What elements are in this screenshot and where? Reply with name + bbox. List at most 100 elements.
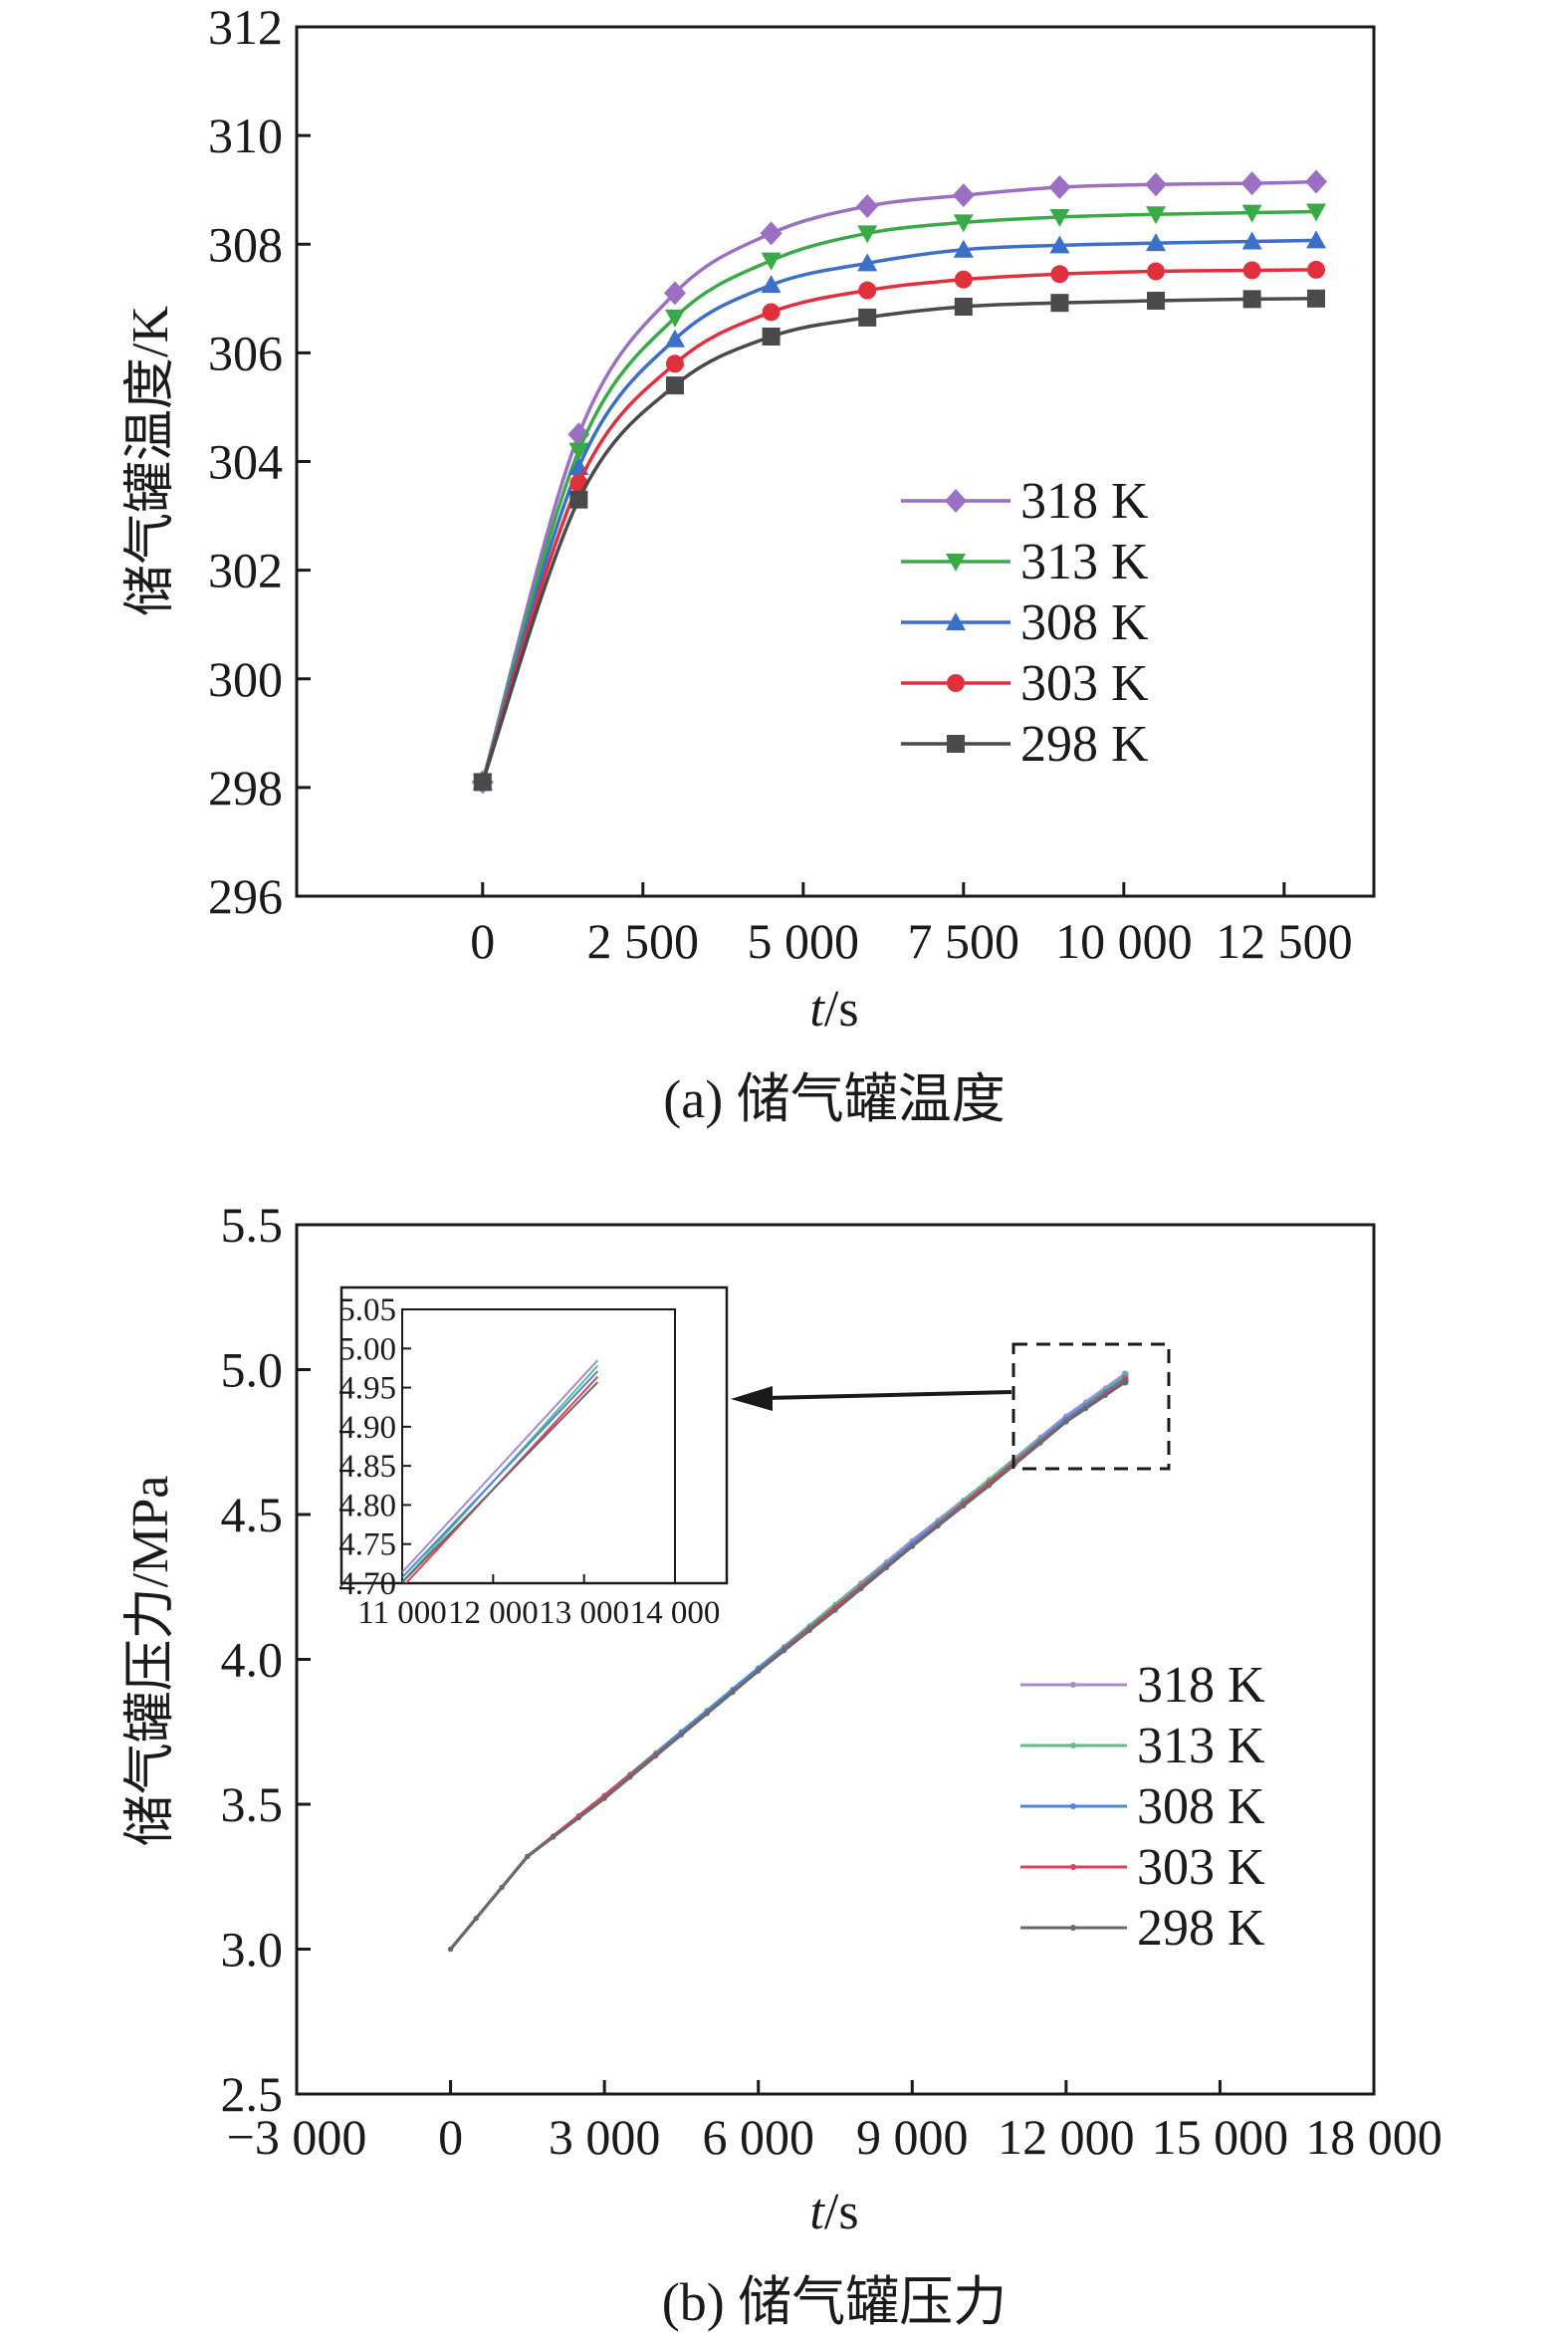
inset-y-tick-label: 5.00 <box>338 1331 396 1367</box>
chart-a-data-point <box>1146 233 1167 252</box>
chart-a-y-tick-label: 300 <box>208 651 283 707</box>
chart-a-legend-label: 318 K <box>1020 473 1149 530</box>
chart-a-data-point <box>665 354 684 373</box>
chart-a-data-point <box>1050 294 1069 313</box>
chart-a-series-line <box>481 238 1317 783</box>
chart-a-ticks: 0 2 500 5 000 7 500 10 000 12 500 296 298 300 302… <box>208 0 1353 969</box>
chart-b-data-point <box>883 1564 890 1570</box>
chart-a-data-point <box>761 252 782 271</box>
chart-b-x-axis-var: t <box>809 2184 825 2240</box>
inset-series-line <box>402 1381 599 1583</box>
chart-a-data-point <box>1305 169 1328 194</box>
chart-b-y-tick-label: 5.0 <box>221 1342 284 1398</box>
chart-b-data-point <box>678 1732 685 1738</box>
chart-a-data-point <box>1241 231 1262 250</box>
chart-a-data-point <box>473 773 492 792</box>
chart-b-x-tick-label: 15 000 <box>1152 2109 1289 2165</box>
chart-b-legend-label: 313 K <box>1137 1718 1265 1774</box>
chart-b-legend-marker <box>1070 1682 1076 1688</box>
inset-plot-frame <box>401 1308 676 1584</box>
chart-b-data-point <box>730 1689 736 1696</box>
inset-y-tick-label: 4.75 <box>338 1527 396 1563</box>
chart-b-legend-label: 303 K <box>1137 1839 1265 1896</box>
inset-y-tick-label: 4.80 <box>338 1488 396 1523</box>
chart-b-legend-marker <box>1070 1803 1076 1809</box>
inset-y-tick-label: 5.05 <box>338 1292 396 1328</box>
chart-a-y-tick-label: 296 <box>208 868 283 924</box>
chart-a-x-axis-title: t/s <box>809 981 858 1038</box>
chart-a-data-point <box>762 328 781 347</box>
inset-y-tick-label: 4.90 <box>338 1410 396 1446</box>
chart-b-data-point <box>1037 1440 1043 1446</box>
zoom-arrow-head <box>731 1386 773 1411</box>
chart-a-plot-frame <box>295 25 1376 898</box>
chart-a-data-point <box>761 275 782 294</box>
chart-b-legend-label: 318 K <box>1137 1657 1265 1714</box>
chart-a-data-point <box>953 239 974 258</box>
chart-a-data-point <box>954 297 973 316</box>
chart-a-data-point <box>858 281 877 300</box>
chart-b-legend-label: 298 K <box>1137 1900 1265 1957</box>
chart-a-data-point <box>568 442 589 461</box>
chart-a-y-tick-label: 312 <box>208 0 283 55</box>
chart-b-y-tick-label: 3.0 <box>221 1922 284 1978</box>
chart-b-x-tick-label: 0 <box>438 2109 463 2165</box>
chart-b-y-tick-label: 5.5 <box>221 1197 284 1253</box>
chart-b-data-point <box>832 1607 838 1613</box>
chart-a-caption: (a) 储气罐温度 <box>663 1069 1005 1129</box>
chart-b-x-axis-unit: /s <box>824 2184 859 2240</box>
chart-a-x-tick-label: 2 500 <box>587 913 700 969</box>
chart-b-data-point <box>473 1915 479 1922</box>
chart-a-x-tick-label: 12 500 <box>1216 913 1353 969</box>
chart-a-data-point <box>664 329 685 348</box>
chart-a-data-point <box>952 183 975 208</box>
chart-a-data-point <box>1242 261 1261 280</box>
chart-b-caption: (b) 储气罐压力 <box>662 2272 1007 2332</box>
chart-a-data-point <box>1240 171 1263 196</box>
chart-a-x-tick-label: 0 <box>470 913 495 969</box>
chart-b-data-point <box>935 1523 941 1529</box>
chart-a-x-tick-label: 10 000 <box>1055 913 1193 969</box>
inset-x-tick-label: 11 000 <box>357 1595 447 1631</box>
chart-b-series-line <box>449 1380 1126 1951</box>
inset-y-tick-label: 4.85 <box>338 1449 396 1485</box>
chart-b-data-point <box>653 1752 659 1759</box>
inset-x-tick-label: 13 000 <box>539 1595 629 1631</box>
chart-b-x-tick-label: 18 000 <box>1305 2109 1443 2165</box>
chart-b-data-point <box>806 1627 812 1633</box>
chart-a-data-point <box>1050 265 1069 284</box>
chart-a-data-point <box>954 270 973 289</box>
chart-a-data-point <box>1049 208 1070 227</box>
chart-b-y-tick-label: 4.0 <box>221 1632 284 1688</box>
chart-a-data-point <box>1241 204 1262 223</box>
chart-a-data-point <box>1242 290 1261 309</box>
chart-a-data-point <box>1145 172 1168 197</box>
chart-a-legend-marker <box>945 489 967 513</box>
chart-a-legend-label: 298 K <box>1020 716 1149 773</box>
chart-a-data-point <box>1147 262 1166 281</box>
chart-a-data-point <box>1306 203 1327 222</box>
chart-b-legend-marker <box>1070 1925 1076 1931</box>
chart-a-legend-label: 313 K <box>1020 534 1149 590</box>
chart-a-data-point <box>665 376 684 395</box>
chart-b-data-point <box>704 1711 710 1717</box>
chart-a-data-point <box>1307 260 1326 279</box>
chart-b-plot-layer <box>447 1370 1129 1953</box>
chart-b-data-point <box>756 1668 762 1674</box>
inset-content: 4.704.75 4.804.854.904.95 5.005.05 11 000 12… <box>338 1292 720 1631</box>
chart-b-data-point <box>627 1774 633 1780</box>
chart-b-data-point <box>447 1946 454 1953</box>
chart-b: −3 000 0 3 000 6 000 9 000 12 000 15 000 18 000… <box>122 1197 1443 2332</box>
chart-a-plot-layer <box>471 169 1328 795</box>
chart-a-data-point <box>1147 291 1166 310</box>
chart-a-legend-marker <box>946 554 966 572</box>
chart-b-data-point <box>1083 1405 1089 1412</box>
chart-a-data-point <box>858 308 877 327</box>
chart-a-x-axis-var: t <box>809 981 825 1038</box>
chart-a-x-axis-unit: /s <box>824 981 859 1038</box>
chart-b-legend-marker <box>1070 1864 1076 1870</box>
chart-b-y-axis-title: 储气罐压力/MPa <box>122 1476 179 1847</box>
chart-b-inset: 4.704.75 4.804.854.904.95 5.005.05 11 000 12… <box>338 1285 729 1631</box>
